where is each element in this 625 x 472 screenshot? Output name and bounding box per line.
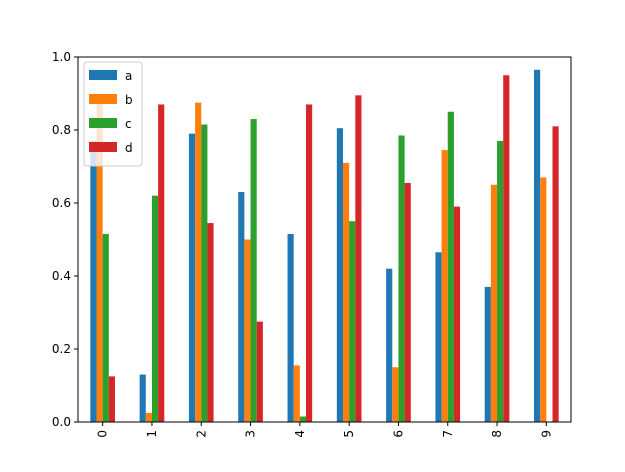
legend-label-b: b bbox=[125, 93, 133, 107]
bar-b-8 bbox=[490, 184, 498, 422]
legend-swatch-b bbox=[89, 94, 117, 104]
bar-b-2 bbox=[195, 102, 202, 423]
bar-c-4 bbox=[299, 416, 307, 422]
bar-b-3 bbox=[244, 239, 251, 422]
legend-swatch-a bbox=[89, 70, 117, 80]
y-tick-label: 0.6 bbox=[52, 196, 71, 210]
bar-a-9 bbox=[534, 69, 541, 422]
bar-b-5 bbox=[342, 162, 350, 422]
bar-b-7 bbox=[441, 150, 448, 422]
bar-c-3 bbox=[250, 119, 257, 423]
legend-box bbox=[83, 61, 143, 167]
x-axis: 0 1 2 3 4 5 6 7 8 9 bbox=[96, 422, 553, 438]
x-tick-label: 5 bbox=[342, 430, 356, 438]
x-tick-label: 6 bbox=[391, 430, 405, 438]
bar-c-0 bbox=[102, 234, 109, 422]
bar-d-4 bbox=[306, 104, 313, 422]
bar-c-7 bbox=[447, 111, 454, 422]
bar-d-0 bbox=[108, 376, 115, 423]
bar-a-4 bbox=[287, 234, 294, 422]
x-tick-label: 8 bbox=[490, 430, 504, 438]
bar-d-7 bbox=[453, 206, 461, 422]
legend-label-c: c bbox=[125, 117, 132, 131]
legend-label-a: a bbox=[125, 69, 132, 83]
bar-d-1 bbox=[158, 104, 165, 422]
y-tick-label: 0.8 bbox=[52, 123, 71, 137]
bars-layer bbox=[90, 69, 559, 423]
bar-a-8 bbox=[484, 286, 491, 422]
legend-label-d: d bbox=[125, 141, 133, 155]
x-tick-label: 7 bbox=[441, 430, 455, 438]
bar-a-6 bbox=[386, 268, 393, 422]
bar-d-9 bbox=[552, 126, 559, 422]
legend-swatch-c bbox=[89, 118, 117, 128]
bar-c-2 bbox=[201, 124, 208, 422]
bar-a-1 bbox=[139, 374, 146, 422]
bar-d-6 bbox=[404, 182, 411, 422]
bar-a-7 bbox=[435, 252, 442, 422]
bar-d-3 bbox=[256, 321, 263, 423]
legend-swatch-d bbox=[89, 142, 117, 152]
bar-a-5 bbox=[336, 128, 343, 423]
bar-a-2 bbox=[188, 133, 196, 422]
x-tick-label: 1 bbox=[145, 430, 159, 438]
bar-b-1 bbox=[145, 412, 152, 423]
bar-b-9 bbox=[540, 177, 547, 422]
bar-d-5 bbox=[355, 95, 362, 422]
bar-a-0 bbox=[90, 140, 97, 422]
y-tick-label: 1.0 bbox=[52, 50, 71, 64]
x-tick-label: 0 bbox=[96, 430, 110, 438]
bar-c-8 bbox=[497, 140, 504, 422]
y-tick-label: 0.4 bbox=[52, 269, 71, 283]
bar-a-3 bbox=[238, 192, 245, 422]
x-tick-label: 4 bbox=[293, 430, 307, 438]
bar-b-0 bbox=[96, 100, 103, 423]
bar-c-5 bbox=[349, 221, 356, 422]
bar-b-6 bbox=[392, 367, 399, 422]
bar-d-8 bbox=[503, 75, 510, 422]
x-tick-label: 2 bbox=[194, 430, 208, 438]
y-axis: 0.0 0.2 0.4 0.6 0.8 1.0 bbox=[52, 50, 78, 429]
y-tick-label: 0.2 bbox=[52, 342, 71, 356]
x-tick-label: 9 bbox=[539, 430, 553, 438]
y-tick-label: 0.0 bbox=[52, 415, 71, 429]
bar-b-4 bbox=[293, 365, 300, 422]
x-tick-label: 3 bbox=[244, 430, 258, 438]
bar-c-6 bbox=[398, 135, 405, 422]
plot-frame bbox=[77, 56, 572, 423]
bar-d-2 bbox=[207, 223, 214, 422]
bar-c-1 bbox=[151, 195, 159, 422]
